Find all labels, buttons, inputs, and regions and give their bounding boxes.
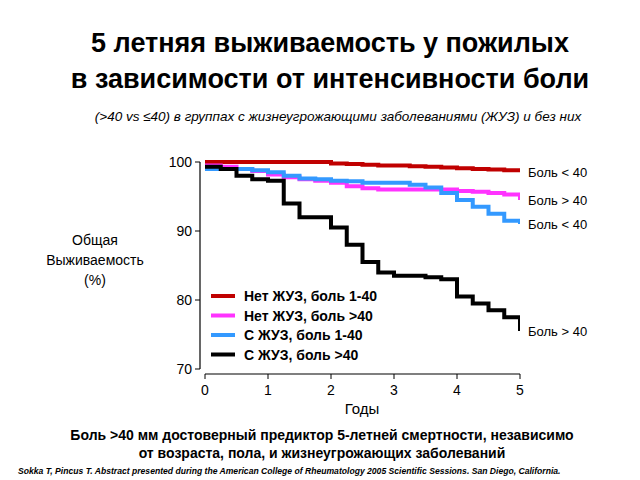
- legend-swatch: [211, 314, 235, 318]
- x-tick: [520, 374, 521, 379]
- x-tick: [268, 374, 269, 379]
- x-tick-label: 3: [390, 382, 398, 398]
- y-tick-label: 80: [176, 292, 192, 308]
- footnote: от возраста, пола, и жизнеугрожающих заб…: [139, 445, 506, 461]
- footnote: Боль >40 мм достоверный предиктор 5-летн…: [70, 427, 573, 443]
- y-tick-label: 90: [176, 223, 192, 239]
- x-tick-label: 0: [201, 382, 209, 398]
- x-axis: [205, 373, 520, 374]
- x-tick: [205, 374, 206, 379]
- y-label-line: Выживаемость: [46, 252, 144, 268]
- y-label-line: Общая: [72, 232, 118, 248]
- chart: 5 летняя выживаемость у пожилых в зависим…: [0, 0, 640, 480]
- y-tick: [195, 300, 200, 301]
- legend-swatch: [211, 353, 235, 357]
- legend-label: С ЖУЗ, боль >40: [244, 347, 358, 363]
- x-label: Годы: [345, 400, 380, 417]
- legend-swatch: [211, 294, 235, 298]
- y-tick: [195, 231, 200, 232]
- x-tick-label: 1: [264, 382, 272, 398]
- end-label: Боль < 40: [528, 217, 587, 232]
- x-tick-label: 5: [516, 382, 524, 398]
- x-tick-label: 2: [327, 382, 335, 398]
- plot-area: [205, 162, 520, 331]
- legend-label: С ЖУЗ, боль 1-40: [244, 327, 363, 343]
- axes: 70 80 90 100 0 1 2 3 4 5: [169, 154, 524, 398]
- end-label: Боль < 40: [528, 165, 587, 180]
- y-tick: [195, 369, 200, 370]
- y-axis: [199, 162, 200, 369]
- subtitle: (>40 vs ≤40) в группах с жизнеугрожающим…: [95, 109, 583, 124]
- y-tick-label: 100: [169, 154, 193, 170]
- y-tick: [195, 162, 200, 163]
- series-line: [205, 167, 520, 331]
- source: Sokka T, Pincus T. Abstract presented du…: [18, 466, 561, 476]
- y-tick-label: 70: [176, 361, 192, 377]
- x-tick-label: 4: [453, 382, 461, 398]
- x-tick: [457, 374, 458, 379]
- end-label: Боль > 40: [528, 193, 587, 208]
- end-label: Боль > 40: [528, 324, 587, 339]
- legend-label: Нет ЖУЗ, боль >40: [244, 308, 373, 324]
- x-tick: [331, 374, 332, 379]
- title: в зависимости от интенсивности боли: [71, 64, 589, 94]
- x-tick: [394, 374, 395, 379]
- legend: Нет ЖУЗ, боль 1-40 Нет ЖУЗ, боль >40 С ЖУЗ…: [211, 288, 377, 363]
- y-label: Общая Выживаемость (%): [46, 232, 144, 288]
- title: 5 летняя выживаемость у пожилых: [91, 28, 569, 58]
- legend-swatch: [211, 333, 235, 337]
- y-label-line: (%): [84, 272, 106, 288]
- legend-label: Нет ЖУЗ, боль 1-40: [244, 288, 377, 304]
